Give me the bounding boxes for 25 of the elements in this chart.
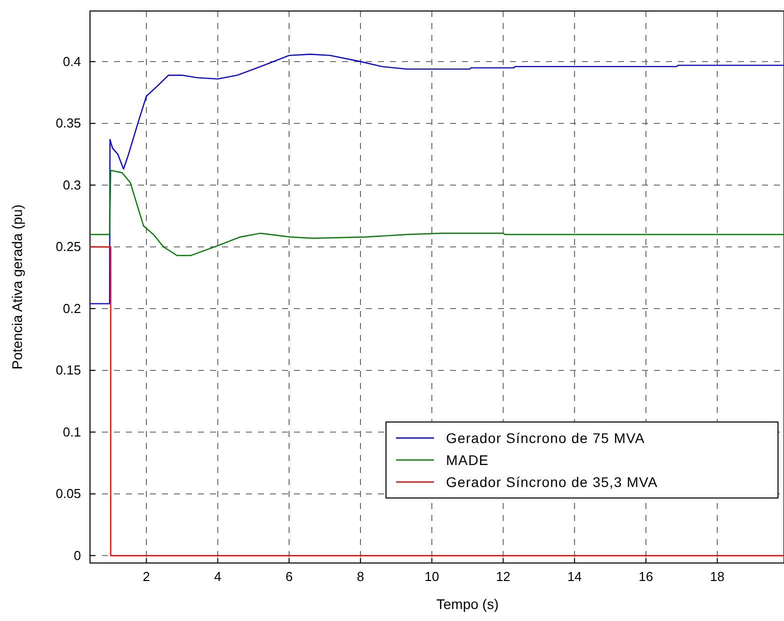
x-tick-label: 4 <box>214 569 222 584</box>
y-tick-label: 0.05 <box>56 486 81 502</box>
x-tick-label: 10 <box>424 569 440 584</box>
legend-label: Gerador Síncrono de 75 MVA <box>446 430 646 446</box>
x-tick-label: 18 <box>710 569 725 584</box>
x-axis-title: Tempo (s) <box>436 596 499 612</box>
x-tick-label: 2 <box>142 569 150 584</box>
x-tick-label: 16 <box>638 569 654 584</box>
x-tick-label: 12 <box>496 569 510 584</box>
y-tick-label: 0.1 <box>62 424 81 440</box>
line-series <box>90 54 784 304</box>
y-tick-label: 0.35 <box>56 116 81 131</box>
y-tick-label: 0.3 <box>62 177 81 192</box>
y-tick-label: 0 <box>74 548 81 563</box>
legend-label: Gerador Síncrono de 35,3 MVA <box>446 474 658 490</box>
y-axis-title: Potencia Ativa gerada (pu) <box>9 204 25 370</box>
x-tick-label: 8 <box>356 569 364 584</box>
y-tick-label: 0.15 <box>56 362 81 378</box>
x-tick-label: 6 <box>285 569 293 584</box>
y-tick-label: 0.2 <box>62 300 81 316</box>
y-tick-label: 0.4 <box>62 54 81 69</box>
legend-label: MADE <box>446 452 489 468</box>
y-tick-label: 0.25 <box>56 239 81 254</box>
x-tick-label: 14 <box>567 569 582 584</box>
line-series <box>90 170 784 256</box>
